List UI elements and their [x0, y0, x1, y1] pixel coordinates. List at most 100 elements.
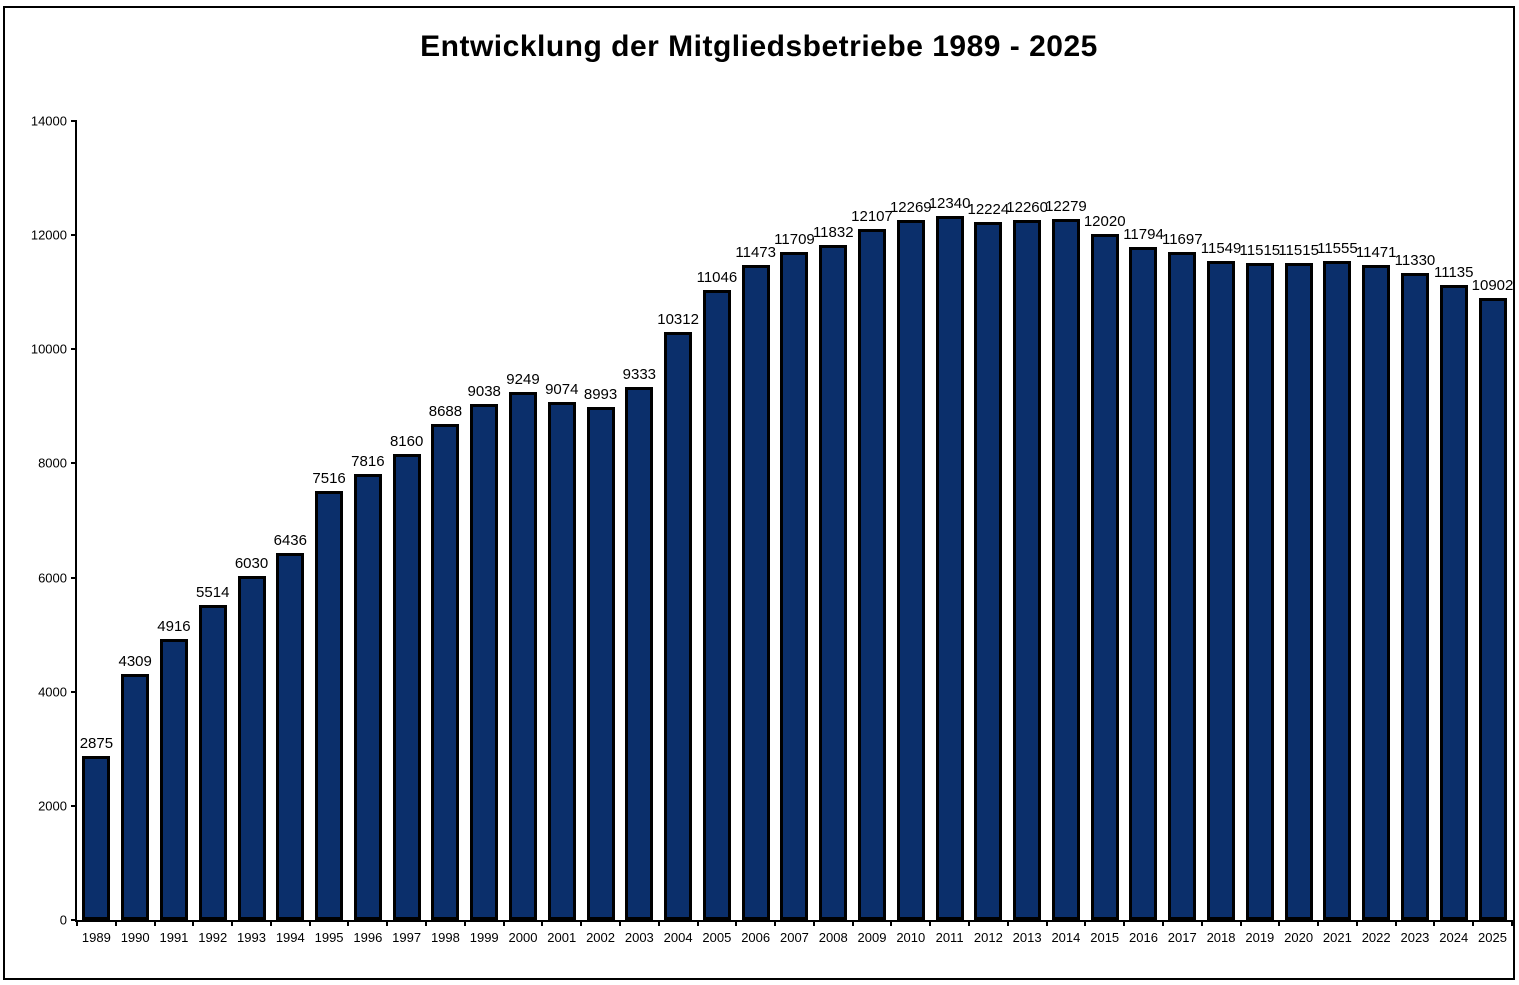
y-tick-mark — [71, 804, 77, 807]
bar-2011 — [935, 215, 964, 920]
bar-2002 — [586, 406, 615, 920]
bar-value-label-2002: 8993 — [583, 385, 618, 403]
bar-1999 — [470, 404, 499, 920]
x-tick-label-1993: 1993 — [237, 930, 266, 945]
x-tick-mark — [1084, 920, 1087, 926]
bar-2019 — [1245, 262, 1274, 920]
bar-1996 — [353, 473, 382, 920]
x-tick-label-2015: 2015 — [1090, 930, 1120, 945]
bar-value-label-2021: 11555 — [1317, 239, 1358, 257]
y-tick-mark — [71, 690, 77, 693]
bar-cell-1997: 8160 — [387, 434, 426, 920]
bar-cell-2008: 11832 — [813, 225, 854, 920]
bar-cell-2007: 11709 — [774, 230, 815, 920]
x-tick-mark — [1278, 920, 1281, 926]
x-tick-label-2010: 2010 — [896, 930, 926, 945]
bar-value-label-2013: 12260 — [1006, 199, 1048, 217]
y-tick-mark — [71, 234, 77, 237]
x-tick-label-2014: 2014 — [1051, 930, 1081, 945]
bar-value-label-1992: 5514 — [196, 584, 230, 602]
bar-value-label-2012: 12224 — [967, 201, 1010, 219]
bar-value-label-2007: 11709 — [774, 230, 815, 248]
x-tick-label-2013: 2013 — [1012, 930, 1042, 945]
bar-value-label-2000: 9249 — [506, 371, 540, 389]
bar-value-label-1990: 4309 — [118, 653, 152, 671]
bar-1994 — [276, 552, 305, 920]
bar-1989 — [82, 755, 111, 920]
chart-frame: Entwicklung der Mitgliedsbetriebe 1989 -… — [3, 6, 1515, 980]
bar-cell-1994: 6436 — [271, 533, 310, 920]
bar-cell-2022: 11471 — [1355, 244, 1397, 920]
bar-value-label-1995: 7516 — [312, 470, 346, 488]
bar-1998 — [431, 424, 460, 920]
x-tick-label-2003: 2003 — [624, 930, 654, 945]
bar-2009 — [858, 229, 887, 920]
y-tick-mark — [71, 120, 77, 122]
x-tick-label-1992: 1992 — [198, 930, 228, 945]
bar-cell-1993: 6030 — [232, 556, 271, 920]
bar-cell-2016: 11794 — [1123, 227, 1164, 920]
x-tick-label-2011: 2011 — [935, 930, 964, 945]
x-tick-mark — [696, 920, 699, 926]
bar-2016 — [1129, 246, 1158, 920]
x-tick-mark — [114, 920, 117, 926]
y-tick-mark — [71, 348, 77, 351]
bar-value-label-1996: 7816 — [351, 452, 385, 470]
x-tick-label-2006: 2006 — [741, 930, 771, 945]
y-tick-label-10000: 10000 — [30, 341, 67, 357]
x-tick-mark — [192, 920, 195, 926]
x-tick-label-2009: 2009 — [857, 930, 887, 945]
y-tick-label-4000: 4000 — [38, 684, 67, 700]
x-tick-label-2016: 2016 — [1129, 930, 1158, 945]
x-tick-label-2024: 2024 — [1439, 930, 1469, 945]
bar-2003 — [625, 387, 654, 920]
x-tick-mark — [386, 920, 389, 926]
x-tick-mark — [968, 920, 971, 926]
chart-title: Entwicklung der Mitgliedsbetriebe 1989 -… — [420, 30, 1098, 63]
bar-value-label-2018: 11549 — [1200, 239, 1242, 257]
x-tick-mark — [1472, 920, 1475, 926]
y-tick-label-12000: 12000 — [30, 227, 67, 243]
bar-cell-2025: 10902 — [1472, 278, 1513, 920]
x-tick-mark — [812, 920, 815, 926]
bar-2023 — [1400, 273, 1429, 920]
bars-container: 2875 4309 4916 5514 6030 6436 7516 7816 8160 8688… — [77, 121, 1513, 920]
bar-value-label-2009: 12107 — [851, 208, 893, 225]
bar-1993 — [237, 575, 266, 920]
bar-cell-2001: 9074 — [542, 382, 581, 920]
bar-1997 — [392, 454, 421, 920]
bar-2020 — [1284, 262, 1313, 920]
bar-value-label-2010: 12269 — [889, 198, 932, 216]
x-tick-mark — [1123, 920, 1126, 926]
bar-value-label-2019: 11515 — [1239, 241, 1281, 259]
bar-cell-1998: 8688 — [426, 404, 465, 920]
x-axis-labels: 1989 1990 1991 1992 1993 1994 1995 1996 1997 1998… — [77, 930, 1512, 945]
bar-2005 — [702, 289, 731, 920]
bar-cell-2018: 11549 — [1200, 239, 1242, 920]
bar-value-label-2023: 11330 — [1394, 252, 1436, 270]
x-tick-mark — [153, 920, 156, 926]
x-tick-mark — [1239, 920, 1242, 926]
x-tick-mark — [231, 920, 234, 926]
bar-cell-1990: 4309 — [116, 654, 155, 920]
bar-cell-1991: 4916 — [155, 619, 194, 920]
bar-cell-1989: 2875 — [77, 736, 116, 920]
bar-1990 — [121, 674, 150, 920]
bar-cell-2019: 11515 — [1239, 241, 1281, 920]
x-tick-label-2025: 2025 — [1478, 930, 1507, 945]
bar-cell-2017: 11697 — [1162, 232, 1203, 920]
x-tick-mark — [463, 920, 466, 926]
bar-cell-2021: 11555 — [1317, 239, 1358, 920]
x-tick-mark — [1006, 920, 1009, 926]
x-tick-label-1995: 1995 — [314, 930, 344, 945]
bar-1991 — [159, 639, 188, 920]
y-tick-mark — [71, 462, 77, 465]
y-tick-label-14000: 14000 — [30, 113, 67, 129]
bar-value-label-2022: 11471 — [1355, 244, 1397, 262]
x-tick-label-1994: 1994 — [275, 930, 305, 945]
x-tick-label-2023: 2023 — [1400, 930, 1430, 945]
x-tick-mark — [1511, 920, 1513, 926]
bar-2008 — [819, 244, 848, 920]
bar-cell-2004: 10312 — [657, 312, 699, 920]
x-tick-label-2020: 2020 — [1284, 930, 1314, 945]
